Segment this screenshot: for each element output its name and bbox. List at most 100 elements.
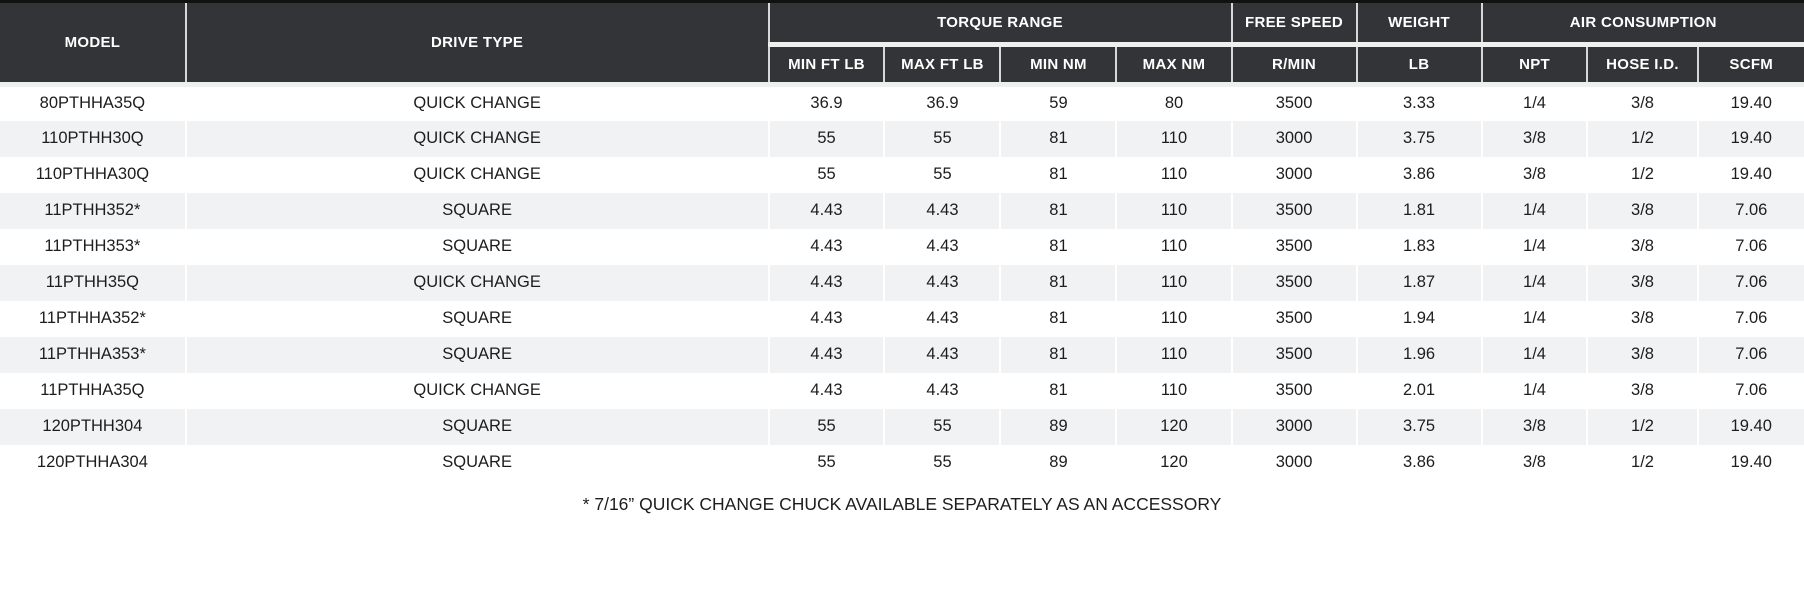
model-cell: 11PTHH352*	[44, 201, 141, 219]
lb-cell: 3.86	[1355, 444, 1482, 481]
npt-cell: 3/8	[1480, 156, 1588, 193]
max-ft-lb-cell: 55	[883, 444, 1001, 481]
model-cell: 110PTHH30Q	[41, 129, 144, 147]
col-header-min-ft-lb: MIN FT LB	[767, 43, 885, 87]
spec-table: MODEL DRIVE TYPE TORQUE RANGE FREE SPEED…	[0, 0, 1804, 481]
min-ft-lb-cell: 55	[767, 156, 885, 193]
scfm-cell: 19.40	[1696, 408, 1804, 445]
scfm-cell: 7.06	[1696, 264, 1804, 301]
r-min-cell: 3500	[1230, 336, 1357, 373]
lb-cell: 1.87	[1355, 264, 1482, 301]
table-row: 11PTHHA35Q QUICK CHANGE 4.43 4.43 81 110 3500 2…	[0, 372, 1804, 409]
scfm-cell: 7.06	[1696, 192, 1804, 229]
col-header-hose-id: HOSE I.D.	[1586, 43, 1698, 87]
hose-id-cell: 3/8	[1586, 336, 1698, 373]
max-nm-cell: 110	[1115, 228, 1232, 265]
max-nm-cell: 110	[1115, 336, 1232, 373]
min-ft-lb-cell: 55	[767, 120, 885, 157]
r-min-cell: 3500	[1230, 192, 1357, 229]
max-ft-lb-cell: 55	[883, 120, 1001, 157]
table-row: 120PTHHA304 SQUARE 55 55 89 120 3000 3.86 3/8 1/2…	[0, 444, 1804, 481]
scfm-cell: 7.06	[1696, 300, 1804, 337]
lb-cell: 3.75	[1355, 120, 1482, 157]
min-nm-cell: 81	[999, 156, 1117, 193]
col-header-drive-type: DRIVE TYPE	[184, 1, 769, 87]
max-nm-cell: 110	[1115, 156, 1232, 193]
scfm-cell: 19.40	[1696, 156, 1804, 193]
model-cell: 80PTHHA35Q	[39, 94, 146, 113]
min-ft-lb-cell: 4.43	[767, 336, 885, 373]
table-row: 80PTHHA35Q QUICK CHANGE 36.9 36.9 59 80 3500 3.…	[0, 84, 1804, 121]
drive-type-cell: QUICK CHANGE	[184, 84, 769, 121]
max-ft-lb-cell: 55	[883, 408, 1001, 445]
max-ft-lb-cell: 4.43	[883, 192, 1001, 229]
scfm-cell: 7.06	[1696, 372, 1804, 409]
npt-cell: 1/4	[1480, 192, 1588, 229]
header-sub-row: MIN FT LB MAX FT LB MIN NM MAX NM R/MIN …	[0, 43, 1804, 87]
min-ft-lb-cell: 36.9	[767, 84, 885, 121]
model-cell: 11PTHH35Q	[45, 273, 140, 291]
col-header-npt: NPT	[1480, 43, 1588, 87]
spec-table-header: MODEL DRIVE TYPE TORQUE RANGE FREE SPEED…	[0, 1, 1804, 87]
hose-id-cell: 1/2	[1586, 444, 1698, 481]
table-row: 11PTHHA352* SQUARE 4.43 4.43 81 110 3500 1.94 1/…	[0, 300, 1804, 337]
scfm-cell: 7.06	[1696, 336, 1804, 373]
drive-type-cell: SQUARE	[184, 408, 769, 445]
model-cell: 11PTHHA353*	[38, 345, 146, 363]
hose-id-cell: 3/8	[1586, 372, 1698, 409]
col-header-max-nm: MAX NM	[1115, 43, 1232, 87]
min-nm-cell: 81	[999, 336, 1117, 373]
npt-cell: 3/8	[1480, 408, 1588, 445]
hose-id-cell: 3/8	[1586, 264, 1698, 301]
model-cell: 11PTHH353*	[44, 237, 141, 255]
r-min-cell: 3000	[1230, 120, 1357, 157]
col-group-air-consumption: AIR CONSUMPTION	[1480, 1, 1804, 47]
max-ft-lb-cell: 4.43	[883, 264, 1001, 301]
min-ft-lb-cell: 4.43	[767, 372, 885, 409]
npt-cell: 1/4	[1480, 264, 1588, 301]
min-ft-lb-cell: 55	[767, 444, 885, 481]
hose-id-cell: 3/8	[1586, 228, 1698, 265]
lb-cell: 2.01	[1355, 372, 1482, 409]
col-header-min-nm: MIN NM	[999, 43, 1117, 87]
min-nm-cell: 81	[999, 372, 1117, 409]
table-row: 11PTHH352* SQUARE 4.43 4.43 81 110 3500 1.81 1/4…	[0, 192, 1804, 229]
lb-cell: 1.94	[1355, 300, 1482, 337]
r-min-cell: 3500	[1230, 84, 1357, 121]
min-nm-cell: 81	[999, 300, 1117, 337]
hose-id-cell: 1/2	[1586, 408, 1698, 445]
drive-type-cell: SQUARE	[184, 300, 769, 337]
max-ft-lb-cell: 4.43	[883, 228, 1001, 265]
max-ft-lb-cell: 4.43	[883, 372, 1001, 409]
r-min-cell: 3500	[1230, 300, 1357, 337]
max-nm-cell: 110	[1115, 372, 1232, 409]
npt-cell: 3/8	[1480, 120, 1588, 157]
r-min-cell: 3500	[1230, 264, 1357, 301]
model-cell: 11PTHHA35Q	[40, 381, 145, 399]
table-row: 110PTHH30Q QUICK CHANGE 55 55 81 110 3000 3.75 3…	[0, 120, 1804, 157]
table-row: 120PTHH304 SQUARE 55 55 89 120 3000 3.75 3/8 1/2 1…	[0, 408, 1804, 445]
drive-type-cell: QUICK CHANGE	[184, 372, 769, 409]
table-row: 11PTHH353* SQUARE 4.43 4.43 81 110 3500 1.83 1/4…	[0, 228, 1804, 265]
scfm-cell: 19.40	[1696, 120, 1804, 157]
max-nm-cell: 120	[1115, 444, 1232, 481]
r-min-cell: 3000	[1230, 156, 1357, 193]
col-group-weight: WEIGHT	[1355, 1, 1482, 47]
min-ft-lb-cell: 55	[767, 408, 885, 445]
npt-cell: 3/8	[1480, 444, 1588, 481]
min-nm-cell: 81	[999, 264, 1117, 301]
table-row: 11PTHH35Q QUICK CHANGE 4.43 4.43 81 110 3500 1.…	[0, 264, 1804, 301]
accessory-footnote: * 7/16” QUICK CHANGE CHUCK AVAILABLE SEP…	[582, 493, 1222, 514]
spec-table-body: 80PTHHA35Q QUICK CHANGE 36.9 36.9 59 80 3500 3.…	[0, 84, 1804, 481]
max-nm-cell: 110	[1115, 120, 1232, 157]
max-nm-cell: 110	[1115, 192, 1232, 229]
min-ft-lb-cell: 4.43	[767, 264, 885, 301]
npt-cell: 1/4	[1480, 372, 1588, 409]
min-ft-lb-cell: 4.43	[767, 228, 885, 265]
max-ft-lb-cell: 36.9	[883, 84, 1001, 121]
col-header-r-min: R/MIN	[1230, 43, 1357, 87]
npt-cell: 1/4	[1480, 228, 1588, 265]
r-min-cell: 3000	[1230, 408, 1357, 445]
col-header-lb: LB	[1355, 43, 1482, 87]
